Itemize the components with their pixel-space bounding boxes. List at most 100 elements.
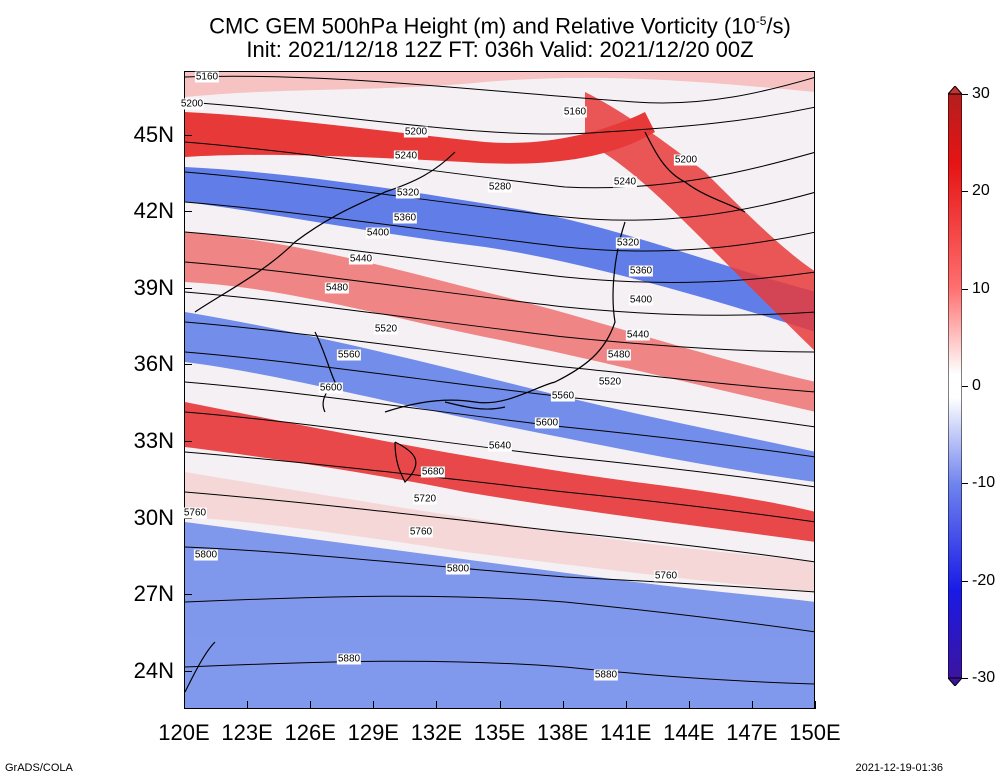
coastlines bbox=[185, 131, 746, 693]
contour-label: 5320 bbox=[395, 187, 421, 199]
contour-label: 5760 bbox=[653, 570, 679, 582]
lon-tick-mark bbox=[247, 701, 249, 709]
lat-tick-mark bbox=[184, 287, 192, 289]
lon-tick-mark bbox=[562, 701, 564, 709]
colorbar-tick bbox=[962, 678, 968, 679]
lon-tick-label: 150E bbox=[789, 720, 841, 745]
contour-label: 5240 bbox=[612, 176, 638, 188]
lon-tick-mark bbox=[499, 701, 501, 709]
lat-tick-label: 39N bbox=[133, 274, 174, 300]
contour-label: 5160 bbox=[562, 106, 588, 118]
lon-tick-label: 135E bbox=[473, 720, 526, 745]
contour-label: 5680 bbox=[420, 466, 446, 478]
contour-label: 5440 bbox=[625, 329, 651, 341]
colorbar-tick bbox=[962, 94, 968, 95]
contour-label: 5360 bbox=[628, 265, 654, 277]
lon-tick-mark bbox=[184, 701, 185, 709]
lon-tick-label: 144E bbox=[663, 720, 715, 745]
lon-tick-mark bbox=[815, 701, 816, 709]
colorbar-label: -20 bbox=[972, 571, 996, 589]
contour-label: 5200 bbox=[403, 126, 429, 138]
colorbar-tick bbox=[962, 386, 968, 387]
lat-tick-mark bbox=[184, 670, 192, 672]
contour-label: 5360 bbox=[392, 212, 418, 224]
contour-label: 5640 bbox=[487, 440, 513, 452]
lon-tick-mark bbox=[436, 701, 438, 709]
lat-tick-label: 42N bbox=[133, 198, 174, 224]
contour-label: 5440 bbox=[348, 253, 374, 265]
height-contours bbox=[185, 75, 814, 685]
colorbar-label: 30 bbox=[972, 85, 990, 102]
contour-label: 5760 bbox=[408, 526, 434, 538]
lon-tick-label: 120E bbox=[158, 720, 210, 745]
lon-tick-label: 147E bbox=[726, 720, 778, 745]
chart-title: CMC GEM 500hPa Height (m) and Relative V… bbox=[0, 8, 1000, 39]
lon-tick-label: 129E bbox=[347, 720, 399, 745]
lat-tick-label: 30N bbox=[133, 504, 174, 530]
lon-tick-label: 126E bbox=[284, 720, 336, 745]
colorbar-label: -10 bbox=[972, 474, 996, 492]
colorbar-label: 20 bbox=[972, 182, 990, 200]
contour-label: 5560 bbox=[336, 349, 362, 361]
lat-tick-label: 27N bbox=[133, 581, 174, 607]
vorticity-shading bbox=[185, 72, 814, 708]
colorbar-label: 0 bbox=[972, 377, 981, 394]
contour-label: 5880 bbox=[593, 669, 619, 681]
lat-tick-label: 24N bbox=[133, 657, 174, 683]
lat-tick-mark bbox=[184, 364, 192, 366]
colorbar-tick bbox=[962, 191, 968, 193]
contour-label: 5520 bbox=[597, 376, 623, 388]
lon-tick-mark bbox=[310, 701, 312, 709]
colorbar-label: 10 bbox=[972, 279, 990, 297]
lat-tick-label: 36N bbox=[133, 351, 174, 377]
lon-tick-label: 138E bbox=[536, 720, 589, 745]
lat-tick-label: 45N bbox=[133, 121, 174, 147]
lon-tick-mark bbox=[373, 701, 375, 709]
footer-timestamp: 2021-12-19-01:36 bbox=[855, 762, 943, 774]
contour-label: 5600 bbox=[534, 417, 560, 429]
map-panel bbox=[184, 71, 815, 709]
colorbar-bottom-arrow bbox=[948, 677, 962, 686]
footer-credit: GrADS/COLA bbox=[5, 762, 73, 774]
contour-label: 5520 bbox=[373, 323, 399, 335]
contour-label: 5760 bbox=[182, 507, 208, 519]
colorbar-gradient bbox=[948, 93, 962, 679]
title-unit-end: /s) bbox=[766, 13, 791, 39]
vorticity-map bbox=[185, 72, 814, 708]
chart-subtitle: Init: 2021/12/18 12Z FT: 036h Valid: 202… bbox=[246, 37, 754, 62]
lat-tick-label: 33N bbox=[133, 428, 174, 454]
colorbar-top-arrow bbox=[948, 86, 962, 95]
lat-tick-mark bbox=[184, 441, 192, 443]
contour-label: 5200 bbox=[179, 98, 205, 110]
contour-label: 5280 bbox=[487, 181, 513, 193]
lon-tick-label: 141E bbox=[599, 720, 652, 745]
contour-label: 5240 bbox=[393, 150, 419, 162]
colorbar-tick bbox=[962, 483, 968, 485]
contour-label: 5400 bbox=[365, 227, 391, 239]
lon-tick-mark bbox=[688, 701, 690, 709]
contour-label: 5880 bbox=[336, 653, 362, 665]
contour-label: 5800 bbox=[445, 563, 471, 575]
lat-tick-mark bbox=[184, 594, 192, 596]
lat-tick-mark bbox=[184, 211, 192, 213]
colorbar bbox=[948, 86, 962, 686]
contour-label: 5320 bbox=[615, 237, 641, 249]
lat-tick-mark bbox=[184, 134, 192, 136]
colorbar-label: -30 bbox=[972, 669, 996, 686]
lon-tick-mark bbox=[625, 701, 627, 709]
contour-label: 5560 bbox=[550, 390, 576, 402]
colorbar-tick bbox=[962, 288, 968, 290]
contour-label: 5720 bbox=[412, 493, 438, 505]
contour-label: 5200 bbox=[673, 154, 699, 166]
contour-label: 5600 bbox=[318, 382, 344, 394]
lon-tick-label: 132E bbox=[410, 720, 463, 745]
contour-label: 5160 bbox=[194, 71, 220, 83]
colorbar-tick bbox=[962, 580, 968, 582]
contour-label: 5400 bbox=[628, 294, 654, 306]
contour-label: 5480 bbox=[324, 282, 350, 294]
title-superscript: -5 bbox=[755, 14, 767, 28]
contour-label: 5800 bbox=[193, 549, 219, 561]
title-text: CMC GEM 500hPa Height (m) and Relative V… bbox=[209, 13, 756, 39]
contour-label: 5480 bbox=[606, 349, 632, 361]
lon-tick-label: 123E bbox=[221, 720, 273, 745]
